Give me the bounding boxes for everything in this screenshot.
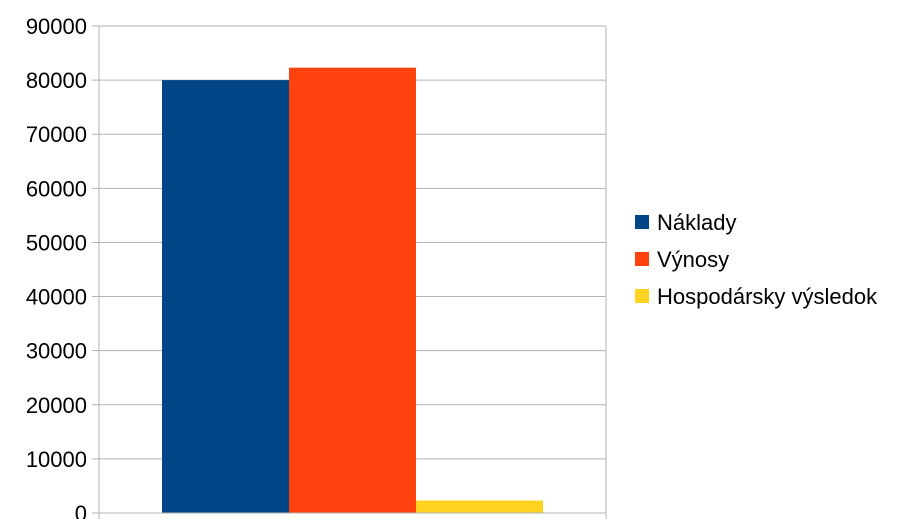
y-axis-ticks: 0 10000 20000 30000 40000 50000 60000 70000 8000… — [26, 14, 87, 519]
legend-label: Hospodársky výsledok — [657, 284, 878, 309]
legend-label: Výnosy — [657, 247, 729, 272]
bar-v-nosy — [289, 67, 416, 513]
legend-swatch — [635, 252, 649, 266]
y-tick-label: 10000 — [26, 447, 87, 472]
bar-hospod-rsky-v-sledok — [416, 500, 543, 513]
y-tick-label: 30000 — [26, 339, 87, 364]
y-tick-label: 70000 — [26, 122, 87, 147]
y-tick-label: 20000 — [26, 393, 87, 418]
legend-label: Náklady — [657, 210, 736, 235]
y-tick-label: 60000 — [26, 176, 87, 201]
y-tick-label: 50000 — [26, 230, 87, 255]
legend: Náklady Výnosy Hospodársky výsledok — [635, 210, 878, 309]
y-tick-label: 80000 — [26, 68, 87, 93]
bars — [162, 67, 543, 513]
legend-swatch — [635, 289, 649, 303]
y-tick-label: 0 — [75, 501, 87, 519]
axes — [98, 26, 607, 519]
bar-n-klady — [162, 80, 289, 513]
y-tick-label: 40000 — [26, 285, 87, 310]
y-tick-label: 90000 — [26, 14, 87, 39]
legend-swatch — [635, 215, 649, 229]
